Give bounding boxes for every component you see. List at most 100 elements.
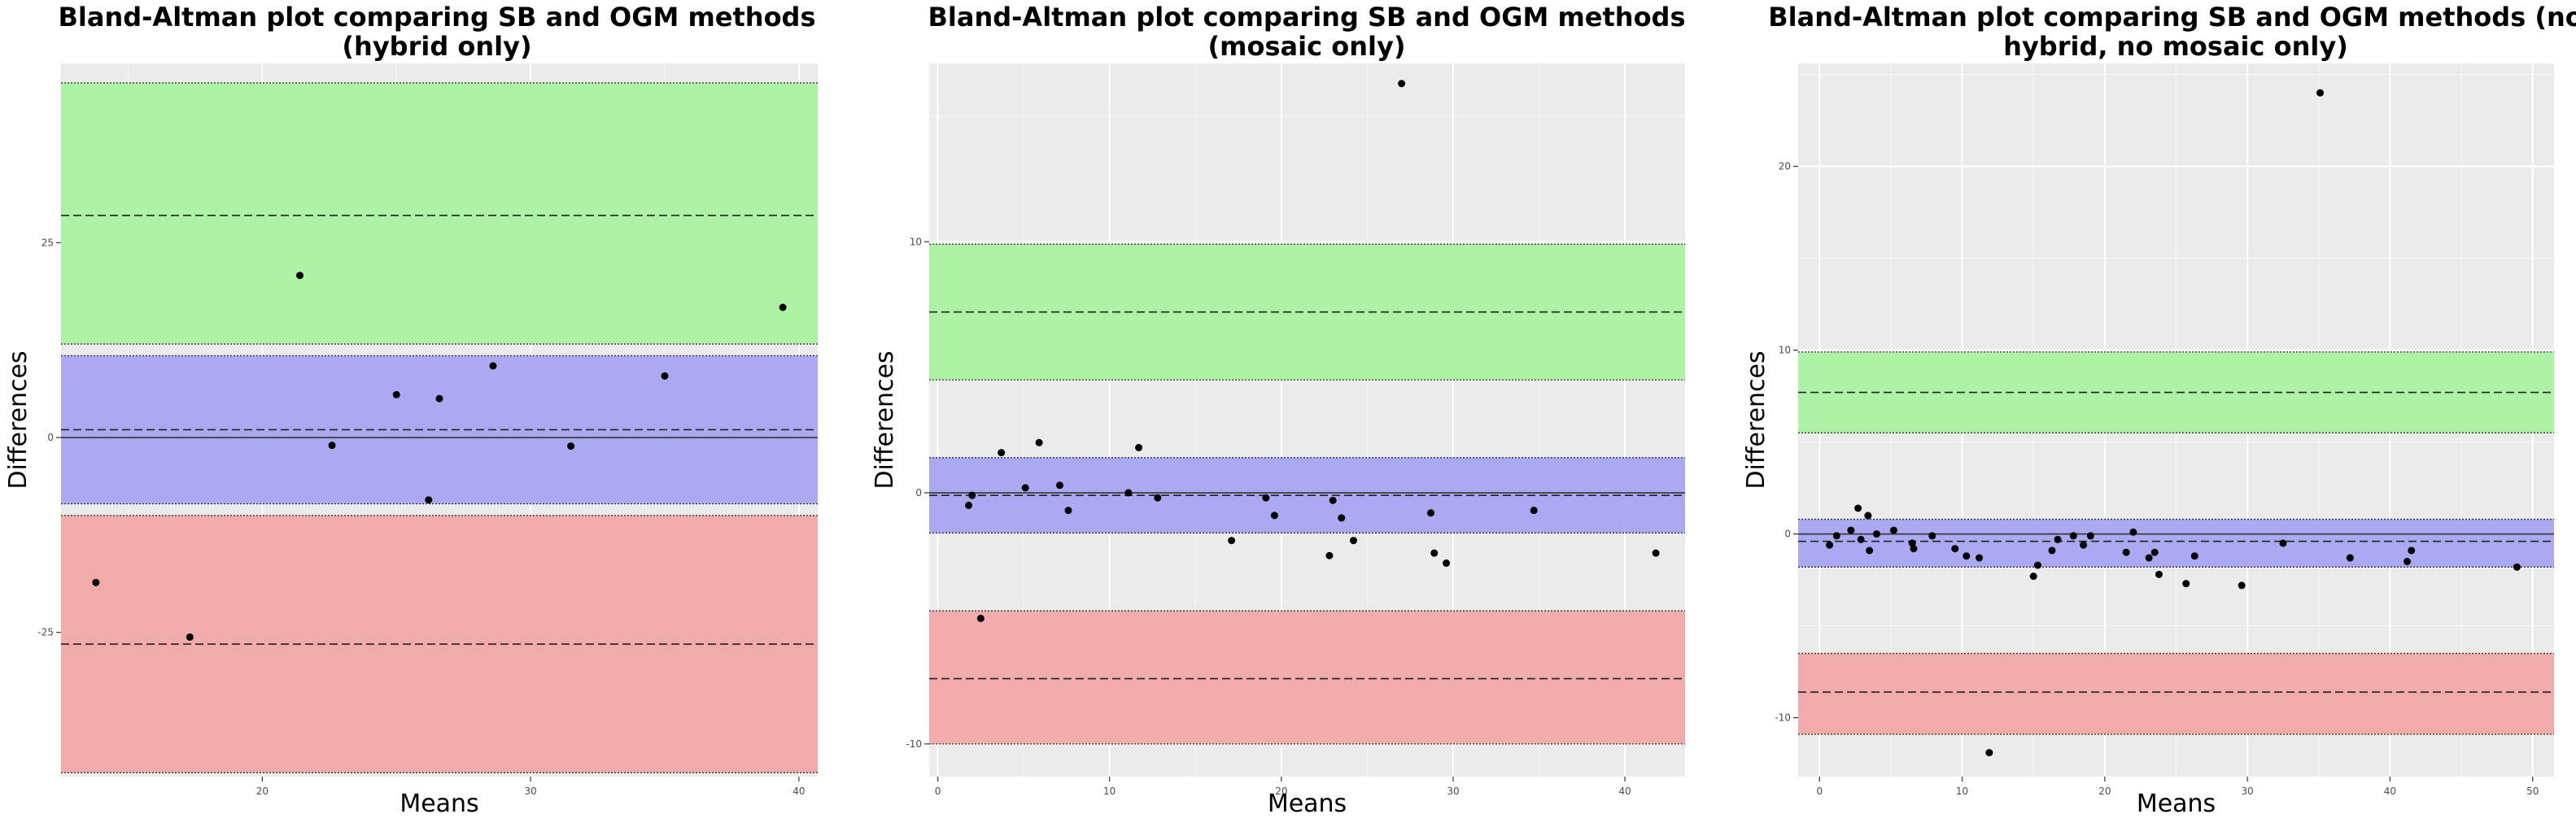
x-tick-label: 20	[2098, 786, 2111, 797]
data-point	[186, 633, 194, 641]
data-point	[965, 501, 973, 509]
x-tick-label: 0	[1816, 786, 1823, 797]
data-point	[1035, 438, 1043, 446]
y-tick-label: 0	[1784, 529, 1791, 540]
data-point	[1154, 494, 1162, 502]
data-point	[1350, 537, 1358, 545]
data-point	[1055, 481, 1063, 490]
data-point	[1908, 539, 1916, 547]
data-point	[2054, 535, 2062, 543]
x-tick-label: 40	[1618, 786, 1631, 797]
band-lower	[1798, 653, 2554, 735]
data-point	[1530, 507, 1538, 515]
x-tick-label: 30	[2242, 786, 2254, 797]
data-point	[2122, 548, 2130, 556]
data-point	[998, 449, 1006, 457]
data-point	[1985, 749, 1993, 757]
data-point	[2346, 554, 2354, 562]
data-point	[1228, 537, 1236, 545]
data-point	[976, 614, 985, 622]
data-point	[567, 442, 575, 450]
data-point	[2086, 532, 2094, 540]
y-tick-label: 10	[1779, 345, 1791, 356]
x-tick-label: 40	[2384, 786, 2396, 797]
data-point	[1847, 526, 1855, 534]
data-point	[1826, 541, 1834, 549]
data-point	[392, 390, 400, 398]
data-point	[2150, 548, 2159, 556]
data-point	[2029, 572, 2037, 581]
chart-title-line: hybrid, no mosaic only)	[2003, 31, 2348, 62]
chart-panel-no-hybrid-no-mosaic: Bland-Altman plot comparing SB and OGM m…	[1717, 0, 2576, 827]
y-tick-label: 0	[915, 487, 922, 498]
chart-title-line: (hybrid only)	[342, 31, 531, 62]
data-point	[2069, 532, 2077, 540]
chart-svg-no-hybrid-no-mosaic: Bland-Altman plot comparing SB and OGM m…	[1742, 2, 2576, 818]
band-lower	[929, 611, 1685, 744]
data-point	[1430, 549, 1439, 557]
x-tick-label: 10	[1956, 786, 1968, 797]
data-point	[1976, 554, 1984, 562]
data-point	[1398, 80, 1406, 88]
y-tick-label: 25	[41, 237, 54, 248]
data-point	[2316, 89, 2325, 97]
data-point	[2080, 541, 2088, 549]
data-point	[2033, 561, 2041, 569]
data-point	[1427, 509, 1435, 517]
x-tick-label: 30	[524, 786, 536, 797]
chart-panel-hybrid: Bland-Altman plot comparing SB and OGM m…	[0, 0, 854, 827]
data-point	[1329, 496, 1337, 504]
chart-title-line: (mosaic only)	[1208, 31, 1406, 62]
y-tick-label: 10	[910, 236, 922, 247]
x-axis-title: Means	[1268, 790, 1347, 818]
y-axis-title: Differences	[871, 350, 899, 489]
x-tick-label: 20	[1275, 786, 1287, 797]
data-point	[1832, 532, 1840, 540]
y-tick-label: 0	[47, 432, 54, 443]
data-point	[2129, 528, 2137, 536]
data-point	[1854, 504, 1862, 512]
chart-title-line: Bland-Altman plot comparing SB and OGM m…	[928, 2, 1686, 33]
data-point	[1325, 551, 1334, 559]
data-point	[328, 442, 336, 450]
data-point	[1857, 535, 1865, 543]
x-axis-title: Means	[399, 790, 478, 818]
data-point	[2279, 539, 2287, 547]
data-point	[489, 362, 497, 370]
x-tick-label: 10	[1103, 786, 1116, 797]
data-point	[92, 578, 100, 586]
data-point	[2155, 570, 2163, 578]
data-point	[779, 303, 787, 311]
data-point	[2145, 554, 2153, 562]
data-point	[1021, 484, 1029, 492]
chart-title-line: Bland-Altman plot comparing SB and OGM m…	[59, 2, 816, 33]
y-axis-title: Differences	[1742, 350, 1770, 489]
data-point	[1338, 514, 1346, 522]
x-tick-label: 30	[1447, 786, 1459, 797]
data-point	[425, 496, 433, 504]
data-point	[2238, 581, 2246, 590]
data-point	[2182, 580, 2190, 588]
data-point	[1124, 489, 1133, 497]
band-upper	[61, 82, 818, 345]
x-axis-title: Means	[2137, 790, 2216, 818]
data-point	[1963, 552, 1971, 560]
y-tick-label: 20	[1779, 161, 1791, 172]
data-point	[2408, 546, 2416, 555]
data-point	[661, 372, 669, 380]
x-tick-label: 0	[935, 786, 941, 797]
y-tick-label: -10	[906, 738, 922, 750]
data-point	[2190, 552, 2198, 560]
data-point	[968, 491, 976, 499]
y-tick-label: -10	[1775, 712, 1791, 724]
data-point	[2048, 546, 2056, 555]
x-tick-label: 40	[792, 786, 805, 797]
data-point	[1443, 559, 1451, 568]
data-point	[2513, 563, 2521, 571]
data-point	[1652, 549, 1660, 557]
y-tick-label: -25	[37, 627, 54, 638]
data-point	[1872, 530, 1880, 538]
chart-svg-mosaic: Bland-Altman plot comparing SB and OGM m…	[871, 2, 1686, 818]
x-tick-label: 20	[256, 786, 269, 797]
